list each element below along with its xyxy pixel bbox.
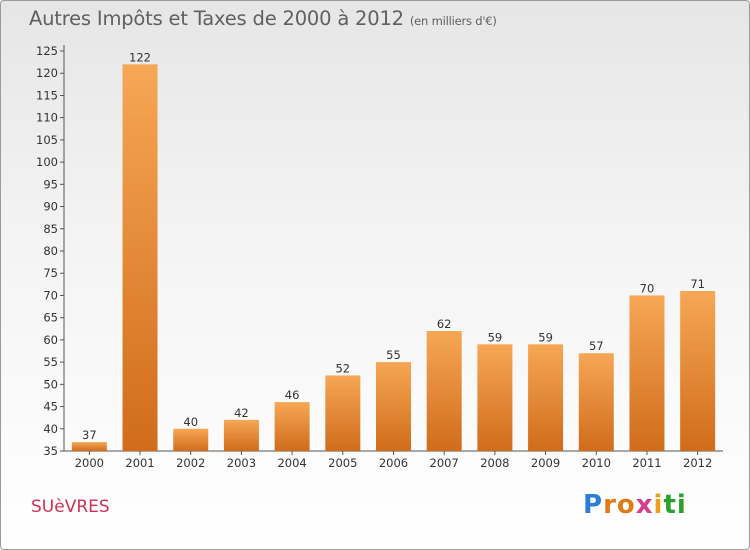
y-tick-label: 80 bbox=[43, 244, 58, 258]
chart-subtitle: (en milliers d'€) bbox=[409, 14, 497, 28]
bar bbox=[680, 291, 716, 451]
x-tick-label: 2009 bbox=[531, 456, 560, 470]
logo-letter: i bbox=[676, 490, 687, 520]
y-tick-label: 55 bbox=[43, 355, 58, 369]
data-label: 40 bbox=[183, 415, 198, 429]
data-label: 42 bbox=[234, 406, 249, 420]
bar bbox=[528, 344, 564, 451]
bar bbox=[325, 375, 361, 451]
x-tick-label: 2003 bbox=[227, 456, 256, 470]
logo-letter: i bbox=[653, 490, 664, 520]
data-label: 62 bbox=[437, 317, 452, 331]
x-tick-label: 2010 bbox=[582, 456, 611, 470]
x-tick-label: 2012 bbox=[683, 456, 712, 470]
y-tick-label: 50 bbox=[43, 377, 58, 391]
data-label: 52 bbox=[335, 361, 350, 375]
logo-letter: P bbox=[583, 490, 604, 520]
logo-letter: t bbox=[663, 490, 677, 520]
chart-title: Autres Impôts et Taxes de 2000 à 2012 (en… bbox=[29, 7, 497, 30]
y-tick-label: 105 bbox=[36, 133, 58, 147]
y-tick-label: 70 bbox=[43, 288, 58, 302]
x-tick-label: 2001 bbox=[125, 456, 154, 470]
y-tick-label: 60 bbox=[43, 333, 58, 347]
data-label: 46 bbox=[285, 388, 300, 402]
bar bbox=[223, 419, 259, 451]
x-tick-label: 2011 bbox=[632, 456, 661, 470]
bar bbox=[173, 428, 209, 451]
y-tick-label: 85 bbox=[43, 222, 58, 236]
data-label: 55 bbox=[386, 348, 401, 362]
x-tick-label: 2002 bbox=[176, 456, 205, 470]
y-tick-label: 90 bbox=[43, 200, 58, 214]
commune-name: SUèVRES bbox=[31, 497, 110, 517]
bar bbox=[274, 402, 310, 451]
bar bbox=[122, 64, 158, 452]
data-label: 122 bbox=[129, 50, 151, 64]
bar bbox=[629, 295, 665, 451]
y-tick-label: 125 bbox=[36, 44, 58, 58]
data-label: 37 bbox=[82, 428, 97, 442]
bar bbox=[578, 353, 614, 451]
y-tick-label: 35 bbox=[43, 444, 58, 458]
y-tick-label: 65 bbox=[43, 311, 58, 325]
proxiti-logo: Proxiti bbox=[583, 490, 687, 520]
bar bbox=[477, 344, 513, 451]
x-tick-label: 2004 bbox=[277, 456, 306, 470]
data-label: 70 bbox=[640, 281, 655, 295]
x-tick-label: 2006 bbox=[379, 456, 408, 470]
y-tick-label: 115 bbox=[36, 88, 58, 102]
logo-letter: x bbox=[635, 490, 654, 520]
y-tick-label: 100 bbox=[36, 155, 58, 169]
data-label: 59 bbox=[538, 330, 553, 344]
data-label: 57 bbox=[589, 339, 604, 353]
bar bbox=[426, 331, 462, 451]
logo-letter: o bbox=[616, 490, 636, 520]
x-tick-label: 2007 bbox=[430, 456, 459, 470]
y-tick-label: 75 bbox=[43, 266, 58, 280]
y-tick-label: 45 bbox=[43, 400, 58, 414]
bar bbox=[376, 362, 411, 451]
x-tick-label: 2000 bbox=[75, 456, 104, 470]
y-tick-label: 110 bbox=[36, 111, 58, 125]
data-label: 71 bbox=[690, 277, 705, 291]
x-tick-label: 2005 bbox=[328, 456, 357, 470]
y-tick-label: 120 bbox=[36, 66, 58, 80]
bar bbox=[71, 442, 107, 451]
x-tick-label: 2008 bbox=[480, 456, 509, 470]
logo-letter: r bbox=[603, 490, 617, 520]
data-label: 59 bbox=[488, 330, 503, 344]
y-tick-label: 95 bbox=[43, 177, 58, 191]
y-tick-label: 40 bbox=[43, 422, 58, 436]
